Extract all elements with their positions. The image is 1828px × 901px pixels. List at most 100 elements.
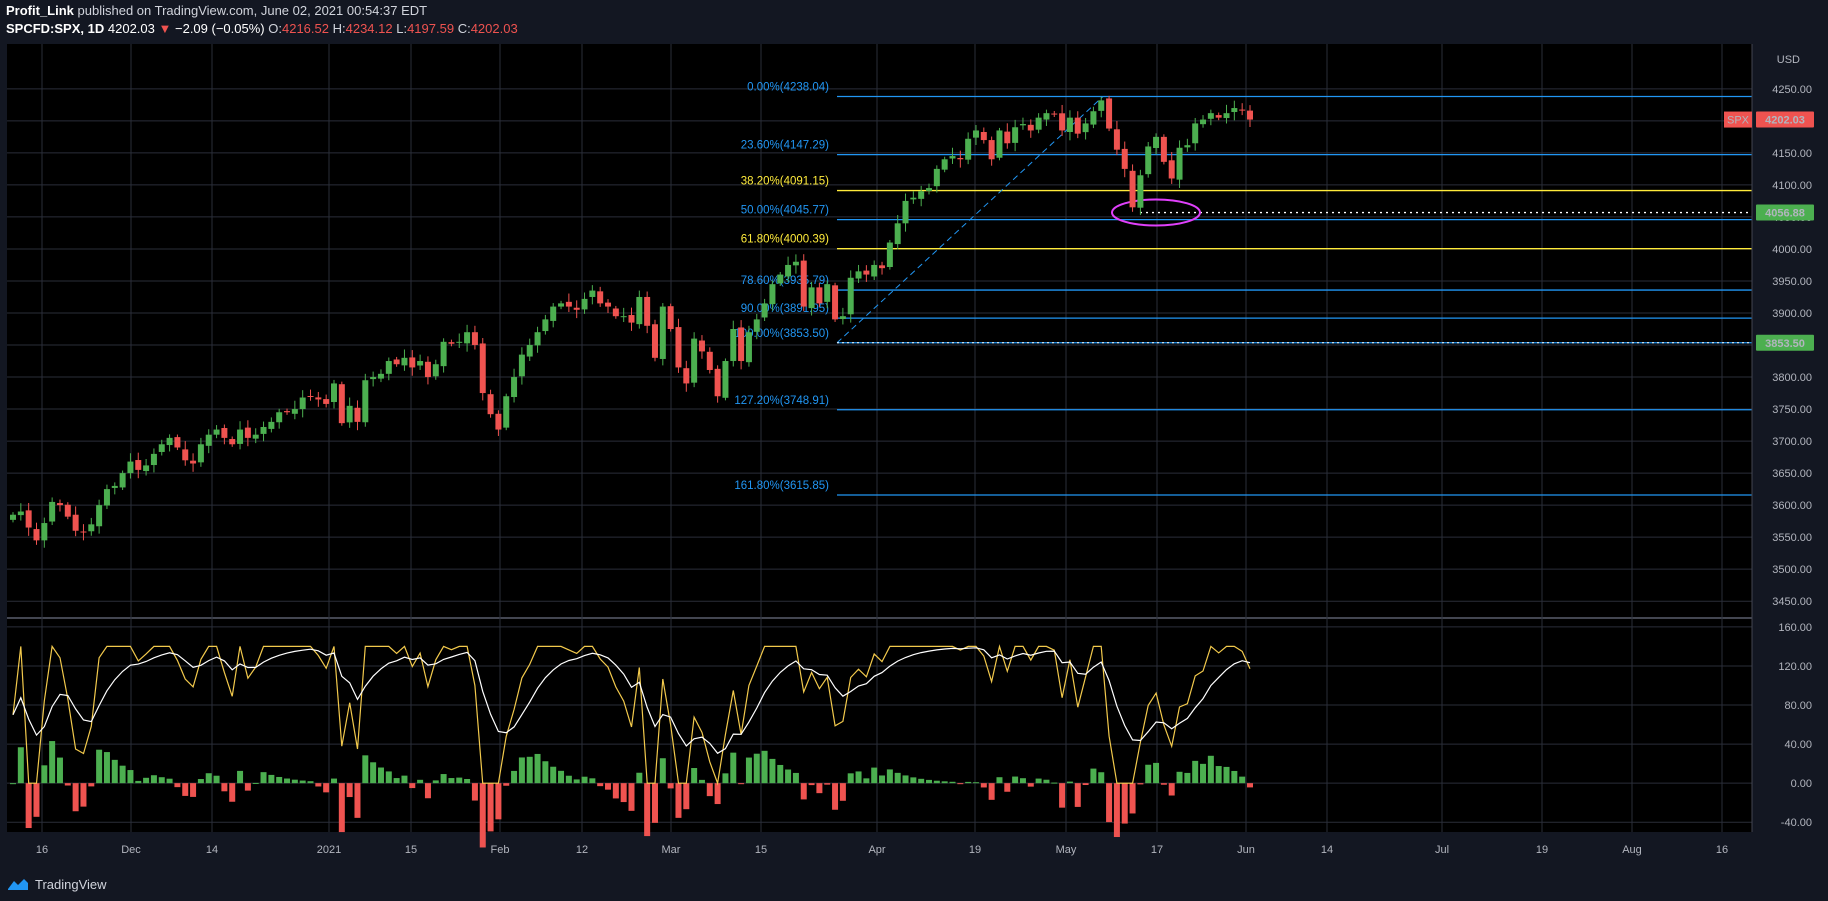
histogram-bar	[307, 781, 314, 784]
histogram-bar	[72, 783, 79, 812]
histogram-bar	[667, 783, 674, 789]
histogram-bar	[659, 758, 666, 784]
candle-body	[761, 303, 768, 318]
histogram-bar	[558, 770, 565, 784]
candle-body	[573, 307, 580, 310]
price-tick-label: 3450.00	[1772, 596, 1812, 608]
histogram-bar	[902, 775, 909, 784]
candle-body	[620, 316, 627, 318]
histogram-bar	[1145, 764, 1152, 784]
candle-body	[597, 291, 604, 304]
symbol-tag-text: SPX	[1727, 115, 1750, 127]
fib-retracement[interactable]: 0.00%(4238.04) 23.60%(4147.29) 38.20%(4091…	[734, 81, 1752, 496]
candle-body	[276, 412, 283, 423]
histogram-bar	[135, 780, 142, 784]
candle-body	[730, 329, 737, 362]
candle-body	[315, 397, 322, 400]
histogram-bar	[1184, 772, 1191, 784]
histogram-bar	[855, 771, 862, 784]
candle-body	[166, 437, 173, 446]
histogram-bar	[980, 783, 987, 788]
symbol-info: SPCFD:SPX, 1D 4202.03 ▼ −2.09 (−0.05%) O…	[6, 21, 518, 36]
osc-tick-label: 40.00	[1784, 739, 1812, 751]
candle-body	[1153, 136, 1160, 149]
candle-body	[1129, 170, 1136, 208]
candle-body	[244, 427, 251, 438]
histogram-bar	[96, 749, 103, 784]
candle-body	[808, 287, 815, 309]
author-name[interactable]: Profit_Link	[6, 3, 74, 18]
histogram-bar	[276, 776, 283, 784]
histogram-bar	[1153, 762, 1160, 784]
time-tick-label: 12	[576, 844, 588, 856]
candle-body	[988, 140, 995, 160]
high-value: 4234.12	[345, 21, 393, 36]
candle-body	[1184, 145, 1191, 148]
candle-body	[464, 332, 471, 344]
candle-body	[174, 437, 181, 448]
candle-body	[346, 405, 353, 423]
fib-level-label: 38.20%(4091.15)	[741, 176, 829, 188]
time-tick-label: Mar	[662, 844, 681, 856]
candle-body	[338, 384, 345, 424]
histogram-bar	[1239, 776, 1246, 784]
histogram-bar	[119, 765, 126, 784]
grid	[7, 44, 1752, 832]
down-arrow-icon: ▼	[158, 21, 172, 36]
histogram-bar	[738, 783, 745, 785]
candle-body	[777, 274, 784, 284]
histogram-bar	[111, 759, 118, 784]
candle-body	[902, 200, 909, 224]
histogram-bar	[338, 783, 345, 833]
candle-body	[605, 302, 612, 307]
candle-body	[738, 327, 745, 362]
histogram-bar	[651, 783, 658, 823]
candle-body	[323, 399, 330, 404]
candle-body	[612, 308, 619, 317]
chart-canvas[interactable]: 0.00%(4238.04) 23.60%(4147.29) 38.20%(4091…	[0, 0, 1828, 868]
candle-body	[260, 426, 267, 434]
histogram-bar	[597, 783, 604, 787]
histogram-bar	[824, 783, 831, 785]
price-tick-label: 3950.00	[1772, 276, 1812, 288]
candle-body	[1035, 117, 1042, 130]
candle-body	[847, 277, 854, 315]
price-tick-label: 3600.00	[1772, 500, 1812, 512]
candle-body	[957, 158, 964, 160]
osc-tick-label: 120.00	[1778, 661, 1812, 673]
histogram-bar	[393, 778, 400, 784]
histogram-bar	[41, 765, 48, 784]
histogram-bar	[1137, 783, 1144, 785]
candle-body	[1160, 136, 1167, 162]
histogram-bar	[464, 778, 471, 784]
price-tick-label: 3650.00	[1772, 468, 1812, 480]
close-value: 4202.03	[470, 21, 518, 36]
candles	[10, 95, 1253, 548]
histogram-bar	[440, 774, 447, 784]
histogram-bar	[1231, 770, 1238, 784]
tradingview-logo[interactable]: TradingView	[6, 876, 107, 892]
histogram-bar	[25, 783, 32, 829]
footer: TradingView	[0, 868, 1828, 901]
candle-body	[683, 368, 690, 384]
candle-body	[205, 434, 212, 446]
price-tick-label: 4100.00	[1772, 180, 1812, 192]
symbol-label[interactable]: SPCFD:SPX, 1D	[6, 21, 105, 36]
price-tick-label: 3750.00	[1772, 404, 1812, 416]
candle-body	[88, 524, 95, 532]
candle-body	[1098, 100, 1105, 111]
histogram-bar	[323, 783, 330, 793]
histogram-bar	[1223, 766, 1230, 784]
candle-body	[1113, 129, 1120, 150]
histogram-bar	[863, 778, 870, 784]
histogram-bar	[1247, 783, 1253, 788]
candle-body	[518, 354, 525, 377]
symbol-tag	[1724, 111, 1752, 128]
candle-body	[370, 377, 377, 380]
price-tick-label: 3800.00	[1772, 372, 1812, 384]
candle-body	[299, 397, 306, 410]
histogram-bar	[620, 783, 627, 803]
histogram-bar	[150, 775, 157, 784]
histogram-bar	[17, 747, 24, 784]
candle-body	[143, 465, 150, 472]
